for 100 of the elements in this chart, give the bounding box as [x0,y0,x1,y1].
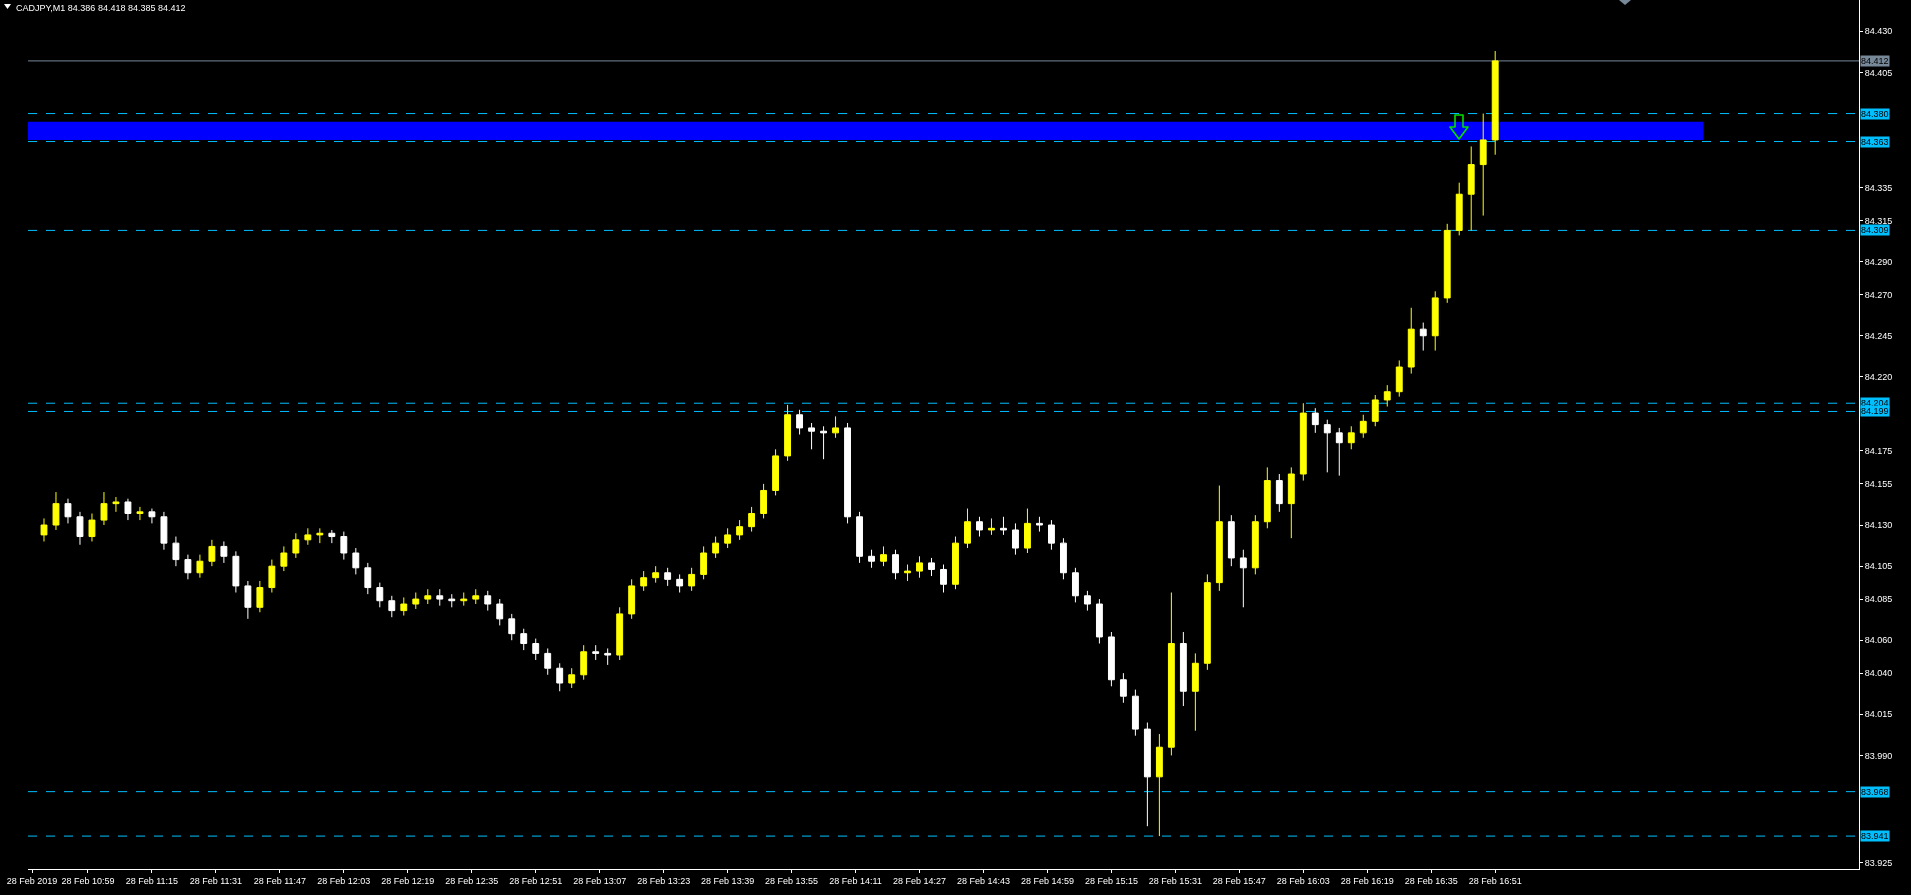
y-tick-label: 84.015 [1864,709,1893,720]
candlestick [1299,402,1307,482]
y-tick-label: 84.245 [1864,330,1893,341]
candlestick [496,598,504,626]
y-tick-label: 84.085 [1864,594,1893,605]
candlestick [1335,427,1343,477]
x-tick-label: 28 Feb 12:35 [445,875,499,886]
candlestick [484,590,492,612]
candlestick [976,516,983,538]
candlestick [1036,516,1043,533]
candlestick [1479,113,1487,217]
candlestick [232,550,240,593]
candlestick [904,564,911,582]
candlestick [1455,182,1463,236]
candlestick [136,506,144,521]
y-tick-label: 84.060 [1864,635,1893,646]
candlestick [1179,631,1187,707]
candlestick [364,562,372,595]
candlestick [880,545,887,567]
ref-line-label: 84.363 [1861,137,1889,147]
candlestick [1083,590,1091,612]
candlestick [292,532,300,559]
candlestick [1095,598,1103,645]
y-tick-label: 84.405 [1864,67,1893,78]
candlestick [1239,549,1247,608]
candlestick [1107,631,1115,687]
candlestick [124,498,132,521]
ref-line-label: 83.941 [1861,831,1889,841]
x-tick-label: 28 Feb 11:15 [125,875,179,886]
candlestick [1467,145,1475,231]
candlestick [568,667,576,689]
candlestick [316,527,324,544]
x-tick-label: 28 Feb 14:43 [956,875,1010,886]
x-tick-label: 28 Feb 11:31 [189,875,243,886]
ref-line-label: 84.412 [1861,56,1889,66]
y-tick-label: 84.315 [1864,215,1893,226]
candlestick [784,404,792,462]
y-tick-label: 83.925 [1864,857,1893,868]
candlestick [1143,722,1151,827]
candlestick [868,549,875,569]
x-tick-label: 28 Feb 14:59 [1020,875,1074,886]
candlestick [556,662,564,692]
y-tick-label: 84.335 [1864,182,1893,193]
candlestick [88,513,96,542]
x-tick-label: 28 Feb 11:47 [253,875,307,886]
candlestick [1155,733,1163,837]
candlestick [1048,519,1055,551]
candlestick [700,545,708,580]
candlestick [208,539,216,567]
candlestick [1071,567,1079,603]
candlestick [628,578,636,620]
y-tick-label: 84.040 [1864,668,1893,679]
ref-line-label: 84.204 [1861,398,1889,408]
candlestick [148,508,156,524]
candlestick [544,647,552,676]
candlestick [244,580,252,620]
candlestick [532,638,540,661]
x-tick-label: 28 Feb 10:59 [61,875,115,886]
y-tick-label: 84.220 [1864,372,1893,383]
candlestick [1251,514,1259,575]
x-tick-label: 28 Feb 2019 [6,875,58,886]
candlestick [268,559,276,593]
candlestick [448,593,456,608]
candlestick [640,570,648,592]
y-tick-label: 84.155 [1864,479,1893,490]
y-tick-label: 84.175 [1864,446,1893,457]
candlestick [736,519,744,541]
candlestick [40,517,48,542]
y-tick-label: 83.990 [1864,750,1893,761]
candlestick [832,415,839,439]
candlestick [184,554,192,580]
candlestick [916,555,923,579]
candlestick [1359,414,1367,439]
candlestick [340,531,348,561]
candlestick [1203,573,1211,671]
x-tick-label: 28 Feb 16:35 [1404,875,1458,886]
x-tick-label: 28 Feb 13:39 [701,875,755,886]
candlestick [52,491,60,531]
candlestick [1371,394,1379,427]
candlestick [1227,514,1235,567]
candlestick [328,529,336,544]
candlestick [820,425,827,460]
candlestick [436,588,444,607]
x-tick-label: 28 Feb 14:27 [892,875,947,886]
x-tick-label: 28 Feb 12:03 [317,875,371,886]
candlestick [796,409,804,435]
candlestick [64,498,72,524]
candlestick [988,517,995,536]
candlestick [1407,307,1415,375]
candlestick [676,573,684,593]
candlestick [664,567,672,587]
candlestick [412,592,420,610]
candlestick [388,595,396,618]
candlestick [856,511,863,564]
candlestick [376,582,384,608]
candlestick [304,527,312,546]
candlestick [1419,322,1427,352]
candlestick [1443,223,1451,304]
candlestick [1395,359,1403,398]
candlestick [808,422,816,450]
